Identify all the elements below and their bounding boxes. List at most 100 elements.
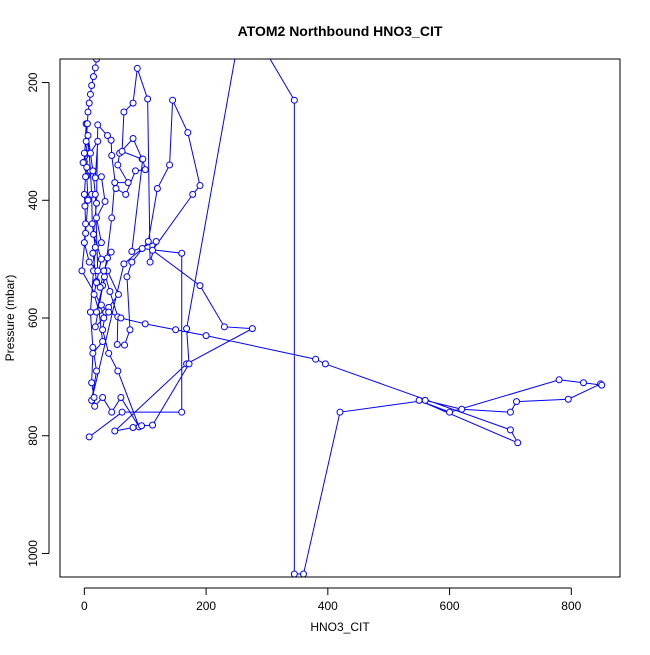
data-point: [146, 258, 154, 266]
data-point: [99, 338, 107, 346]
data-point: [81, 202, 89, 210]
data-point: [555, 376, 563, 384]
data-point: [99, 326, 107, 334]
data-point: [89, 349, 97, 357]
data-point: [94, 267, 102, 275]
data-point: [89, 249, 97, 257]
x-axis-label: HNO3_CIT: [310, 620, 370, 634]
data-point: [290, 570, 298, 577]
data-point: [91, 323, 99, 331]
data-point: [85, 258, 93, 266]
data-point: [139, 155, 147, 163]
data-point: [108, 152, 116, 160]
data-point: [94, 121, 102, 129]
data-point: [579, 379, 587, 387]
data-point: [153, 185, 161, 192]
data-point: [129, 99, 137, 107]
data-point: [299, 570, 307, 577]
data-point: [336, 408, 344, 416]
data-point: [121, 341, 129, 349]
data-point: [144, 237, 152, 245]
data-point: [91, 190, 99, 198]
data-point: [93, 199, 101, 207]
data-point: [84, 132, 92, 140]
data-point: [113, 340, 121, 348]
data-point: [108, 214, 116, 222]
data-point: [93, 367, 101, 375]
data-point: [446, 408, 454, 416]
data-point: [82, 137, 90, 145]
data-point: [91, 174, 99, 182]
data-point: [124, 179, 132, 187]
data-point: [97, 301, 105, 309]
data-point: [202, 332, 210, 340]
data-point: [94, 137, 102, 145]
data-point: [103, 254, 111, 262]
data-point: [120, 260, 128, 268]
data-point: [86, 90, 94, 98]
data-point: [89, 230, 97, 238]
data-point: [196, 182, 204, 190]
data-point: [89, 167, 97, 175]
x-tick-label: 600: [440, 599, 460, 613]
data-point: [118, 147, 126, 155]
data-point: [100, 267, 108, 275]
data-point: [88, 220, 96, 228]
series-line: [81, 59, 604, 575]
y-tick-label: 400: [26, 190, 40, 210]
data-point: [91, 402, 99, 410]
data-point: [290, 96, 298, 104]
data-point: [131, 167, 139, 175]
data-point: [97, 239, 105, 247]
data-point: [117, 314, 125, 322]
data-point: [97, 173, 105, 181]
x-tick-label: 200: [196, 599, 216, 613]
data-point: [178, 249, 186, 257]
data-point: [129, 423, 137, 431]
data-point: [123, 273, 131, 281]
y-axis-label: Pressure (mbar): [3, 275, 17, 362]
data-point: [80, 149, 88, 157]
y-tick-label: 1000: [26, 540, 40, 567]
data-point: [169, 96, 177, 104]
data-point: [141, 320, 149, 328]
data-point: [82, 220, 90, 228]
data-point: [513, 398, 521, 406]
data-point: [105, 308, 113, 316]
data-point: [89, 73, 97, 81]
data-point: [90, 393, 98, 401]
data-point: [100, 314, 108, 322]
data-point: [114, 290, 122, 298]
data-point: [96, 283, 104, 291]
data-point: [93, 214, 101, 222]
data-point: [93, 59, 101, 63]
data-point: [415, 396, 423, 404]
y-tick-label: 800: [26, 425, 40, 445]
data-point: [248, 325, 256, 333]
data-point: [128, 258, 136, 266]
data-point: [83, 163, 91, 171]
data-point: [133, 64, 141, 72]
y-tick-label: 600: [26, 308, 40, 328]
data-point: [564, 395, 572, 403]
data-point: [118, 408, 126, 416]
data-point: [88, 81, 96, 89]
data-point: [84, 108, 92, 116]
data-point: [85, 433, 93, 441]
data-point: [100, 273, 108, 281]
x-axis: 0 200 400 600 800: [81, 587, 582, 613]
plot-content: [78, 59, 606, 577]
data-point: [99, 393, 107, 401]
data-point: [166, 161, 174, 169]
data-point: [78, 267, 86, 275]
data-point: [178, 408, 186, 416]
data-point: [117, 393, 125, 401]
data-point: [86, 149, 94, 157]
data-point: [91, 64, 99, 72]
data-point: [189, 190, 197, 198]
data-point: [112, 185, 120, 192]
data-point: [458, 405, 466, 413]
data-point: [90, 290, 98, 298]
plot-frame: [59, 58, 621, 578]
